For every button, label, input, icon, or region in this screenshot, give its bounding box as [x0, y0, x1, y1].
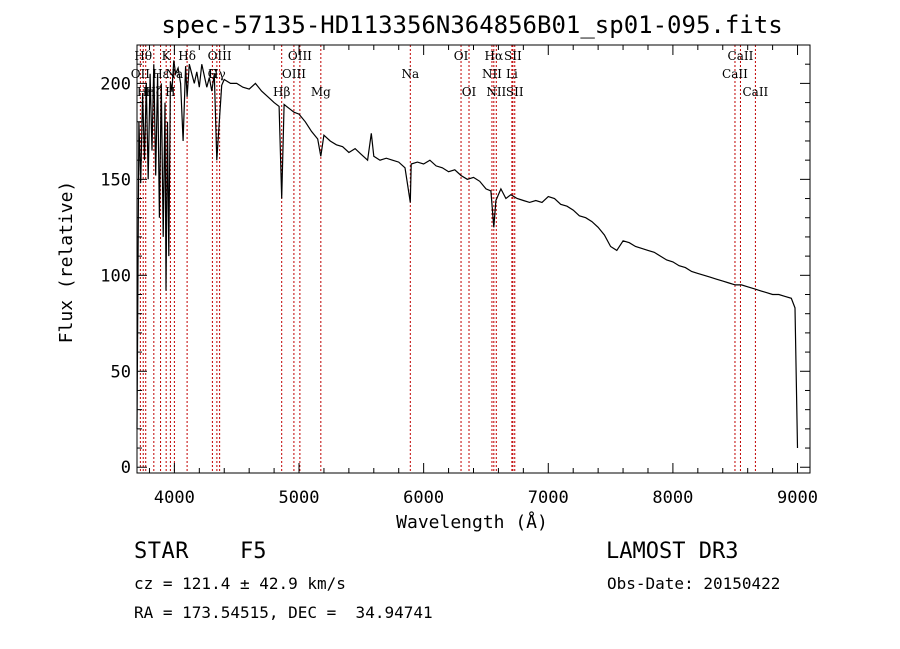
x-tick-label-1: 5000 — [279, 488, 320, 508]
line-label-26: CaII — [728, 49, 754, 63]
y-tick-label-1: 50 — [111, 362, 131, 382]
chart-title: spec-57135-HD113356N364856B01_sp01-095.f… — [161, 11, 782, 39]
line-label-18: OI — [462, 85, 477, 99]
line-label-27: CaII — [742, 85, 768, 99]
x-tick-label-0: 4000 — [154, 488, 195, 508]
spectrum-chart: spec-57135-HD113356N364856B01_sp01-095.f… — [56, 11, 818, 533]
line-label-8: Hδ — [178, 49, 196, 63]
line-label-19: NII — [482, 67, 502, 81]
x-axis-label: Wavelength (Å) — [396, 511, 548, 533]
survey-label: LAMOST DR3 — [606, 539, 739, 564]
object-class: STAR — [134, 539, 189, 564]
object-subclass: F5 — [240, 539, 267, 564]
line-label-9: G — [208, 67, 218, 81]
x-tick-label-5: 9000 — [777, 488, 818, 508]
line-label-20: Hα — [485, 49, 504, 63]
y-tick-label-4: 200 — [100, 74, 131, 94]
line-label-22: Li — [506, 67, 518, 81]
spectrum-series-line — [136, 60, 799, 449]
y-axis-label: Flux (relative) — [56, 181, 77, 344]
line-label-21: NII — [486, 85, 506, 99]
line-label-17: OI — [454, 49, 469, 63]
line-label-1: Hθ — [134, 49, 152, 63]
x-tick-label-2: 6000 — [403, 488, 444, 508]
line-label-10: OIII — [208, 49, 232, 63]
emission-line-labels: OIIHθHηHζHεKHNaHδGOIIIHγHβOIIIOIIIMgNaOI… — [131, 49, 769, 99]
x-axis-ticks: 4000 5000 6000 7000 8000 9000 — [148, 45, 818, 508]
line-label-4: Hε — [152, 67, 169, 81]
line-label-11: Hγ — [208, 67, 226, 81]
line-label-16: Na — [401, 67, 419, 81]
line-label-24: SII — [506, 85, 524, 99]
coordinates: RA = 173.54515, DEC = 34.94741 — [134, 603, 433, 622]
line-label-14: OIII — [288, 49, 312, 63]
line-label-12: Hβ — [273, 85, 290, 99]
plot-frame — [136, 44, 811, 474]
x-tick-label-3: 7000 — [528, 488, 569, 508]
observation-date: Obs-Date: 20150422 — [607, 574, 781, 593]
y-tick-label-3: 150 — [100, 170, 131, 190]
redshift-velocity: cz = 121.4 ± 42.9 km/s — [134, 574, 346, 593]
y-tick-label-0: 0 — [121, 458, 131, 478]
line-label-13: OIII — [282, 67, 306, 81]
emission-line-markers — [139, 45, 756, 473]
y-tick-label-2: 100 — [100, 266, 131, 286]
x-tick-label-4: 8000 — [652, 488, 693, 508]
y-axis-ticks: 0 50 100 150 200 — [100, 63, 810, 478]
line-label-0: OII — [131, 67, 151, 81]
line-label-15: Mg — [311, 85, 331, 99]
line-label-25: CaII — [722, 67, 748, 81]
line-label-23: SII — [504, 49, 522, 63]
line-label-5: K — [162, 49, 172, 63]
